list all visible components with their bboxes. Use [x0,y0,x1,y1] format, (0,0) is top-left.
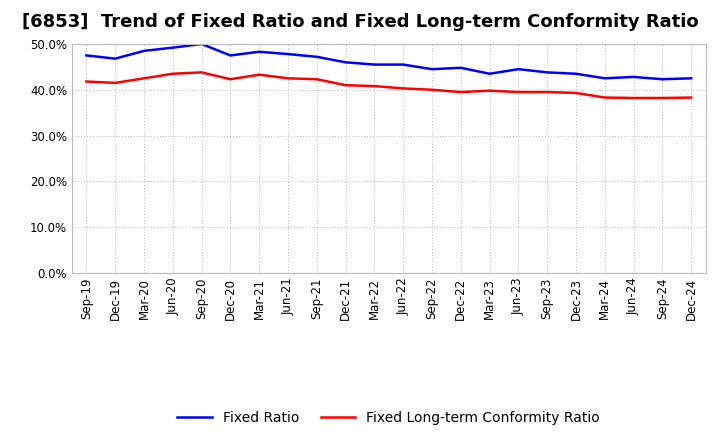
Fixed Long-term Conformity Ratio [399,86,408,91]
Fixed Long-term Conformity Ratio [543,89,552,95]
Fixed Ratio [284,51,292,57]
Line: Fixed Long-term Conformity Ratio: Fixed Long-term Conformity Ratio [86,72,691,98]
Fixed Long-term Conformity Ratio [456,89,465,95]
Fixed Long-term Conformity Ratio [370,84,379,89]
Text: [6853]  Trend of Fixed Ratio and Fixed Long-term Conformity Ratio: [6853] Trend of Fixed Ratio and Fixed Lo… [22,13,698,31]
Fixed Ratio [140,48,148,54]
Fixed Long-term Conformity Ratio [629,95,638,101]
Fixed Ratio [111,56,120,61]
Fixed Long-term Conformity Ratio [312,77,321,82]
Fixed Long-term Conformity Ratio [226,77,235,82]
Fixed Ratio [428,66,436,72]
Fixed Ratio [82,53,91,58]
Fixed Long-term Conformity Ratio [341,83,350,88]
Fixed Long-term Conformity Ratio [658,95,667,101]
Fixed Ratio [543,70,552,75]
Legend: Fixed Ratio, Fixed Long-term Conformity Ratio: Fixed Ratio, Fixed Long-term Conformity … [172,406,606,431]
Fixed Ratio [485,71,494,77]
Line: Fixed Ratio: Fixed Ratio [86,44,691,79]
Fixed Long-term Conformity Ratio [168,71,177,77]
Fixed Ratio [168,45,177,50]
Fixed Long-term Conformity Ratio [428,87,436,92]
Fixed Long-term Conformity Ratio [600,95,609,100]
Fixed Ratio [341,60,350,65]
Fixed Long-term Conformity Ratio [82,79,91,84]
Fixed Long-term Conformity Ratio [687,95,696,100]
Fixed Ratio [226,53,235,58]
Fixed Ratio [399,62,408,67]
Fixed Long-term Conformity Ratio [284,76,292,81]
Fixed Long-term Conformity Ratio [514,89,523,95]
Fixed Ratio [312,54,321,59]
Fixed Ratio [197,41,206,47]
Fixed Long-term Conformity Ratio [255,72,264,77]
Fixed Long-term Conformity Ratio [197,70,206,75]
Fixed Ratio [658,77,667,82]
Fixed Ratio [600,76,609,81]
Fixed Ratio [572,71,580,77]
Fixed Ratio [629,74,638,80]
Fixed Ratio [370,62,379,67]
Fixed Ratio [514,66,523,72]
Fixed Long-term Conformity Ratio [111,80,120,85]
Fixed Ratio [456,65,465,70]
Fixed Long-term Conformity Ratio [140,76,148,81]
Fixed Long-term Conformity Ratio [485,88,494,93]
Fixed Ratio [255,49,264,55]
Fixed Ratio [687,76,696,81]
Fixed Long-term Conformity Ratio [572,90,580,95]
